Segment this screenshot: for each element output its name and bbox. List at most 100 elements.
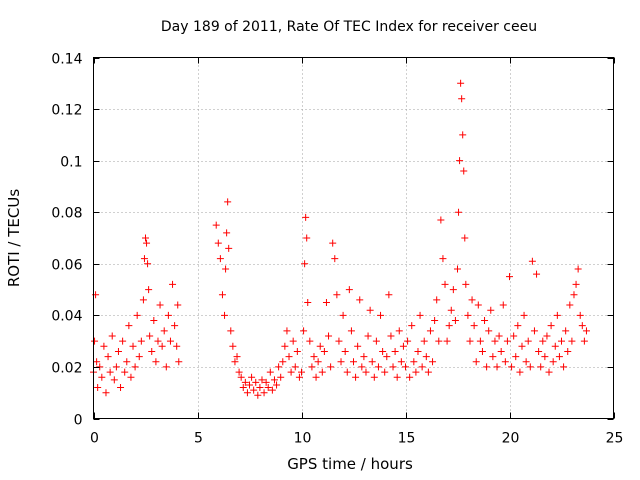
data-point	[372, 337, 380, 345]
data-point	[327, 363, 335, 371]
data-point	[433, 296, 441, 304]
data-point	[437, 216, 445, 224]
data-point	[455, 208, 463, 216]
data-point	[320, 347, 328, 355]
data-point	[291, 363, 299, 371]
data-point	[104, 353, 112, 361]
data-point	[379, 347, 387, 355]
data-point	[285, 353, 293, 361]
x-axis-label: GPS time / hours	[287, 455, 413, 473]
data-point	[337, 358, 345, 366]
data-point	[174, 301, 182, 309]
data-point	[560, 363, 568, 371]
data-point	[472, 358, 480, 366]
data-point	[262, 378, 270, 386]
data-point	[537, 363, 545, 371]
data-point	[528, 257, 536, 265]
data-point	[241, 378, 249, 386]
data-point	[364, 332, 372, 340]
data-point	[229, 342, 237, 350]
y-axis-label: ROTI / TECUs	[5, 189, 23, 287]
data-point	[145, 286, 153, 294]
data-point	[248, 373, 256, 381]
data-point	[522, 358, 530, 366]
grid	[93, 57, 614, 419]
y-tick-label: 0.1	[60, 155, 82, 171]
data-point	[451, 317, 459, 325]
data-point	[476, 337, 484, 345]
data-point	[135, 353, 143, 361]
data-point	[431, 317, 439, 325]
data-point	[160, 327, 168, 335]
data-point	[108, 332, 116, 340]
data-point	[416, 311, 424, 319]
data-point	[268, 386, 276, 394]
data-point	[335, 337, 343, 345]
data-point	[329, 239, 337, 247]
data-point	[343, 368, 351, 376]
data-point	[501, 358, 509, 366]
data-point	[164, 311, 172, 319]
data-point	[166, 337, 174, 345]
data-point	[143, 239, 151, 247]
data-point	[158, 342, 166, 350]
data-point	[391, 347, 399, 355]
data-point	[310, 353, 318, 361]
data-point	[514, 322, 522, 330]
data-point	[94, 384, 102, 392]
data-point	[524, 337, 532, 345]
data-point	[360, 353, 368, 361]
data-point	[258, 376, 266, 384]
x-tick-label: 5	[194, 431, 203, 447]
data-point	[466, 337, 474, 345]
data-point	[503, 337, 511, 345]
data-point	[358, 363, 366, 371]
data-point	[518, 342, 526, 350]
data-point	[300, 327, 308, 335]
data-point	[144, 260, 152, 268]
data-point	[175, 358, 183, 366]
data-point	[224, 198, 232, 206]
data-point	[162, 363, 170, 371]
data-point	[576, 311, 584, 319]
data-point	[254, 391, 262, 399]
data-point	[216, 255, 224, 263]
data-point	[399, 342, 407, 350]
data-point	[493, 363, 501, 371]
data-point	[316, 342, 324, 350]
data-point	[117, 384, 125, 392]
data-point	[370, 373, 378, 381]
data-point	[123, 358, 131, 366]
data-point	[553, 311, 561, 319]
data-point	[555, 353, 563, 361]
data-point	[260, 389, 268, 397]
data-point	[225, 244, 233, 252]
data-point	[235, 368, 243, 376]
data-point	[549, 358, 557, 366]
data-point	[526, 363, 534, 371]
data-point	[422, 353, 430, 361]
data-point	[293, 347, 301, 355]
data-point	[266, 368, 274, 376]
data-point	[439, 255, 447, 263]
data-point	[110, 376, 118, 384]
data-point	[408, 322, 416, 330]
y-tick-label: 0.12	[51, 103, 82, 119]
data-point	[464, 311, 472, 319]
data-point	[535, 347, 543, 355]
x-tick-label: 20	[502, 431, 520, 447]
data-point	[246, 381, 253, 389]
data-point	[470, 322, 478, 330]
data-point	[457, 79, 465, 87]
data-point	[252, 378, 260, 386]
data-point	[243, 389, 251, 397]
data-point	[499, 301, 507, 309]
y-tick-label: 0	[74, 413, 83, 429]
data-point	[139, 296, 147, 304]
data-point	[140, 255, 148, 263]
x-tick-label: 15	[398, 431, 416, 447]
data-point	[512, 353, 520, 361]
data-point	[289, 337, 297, 345]
data-point	[402, 363, 409, 371]
